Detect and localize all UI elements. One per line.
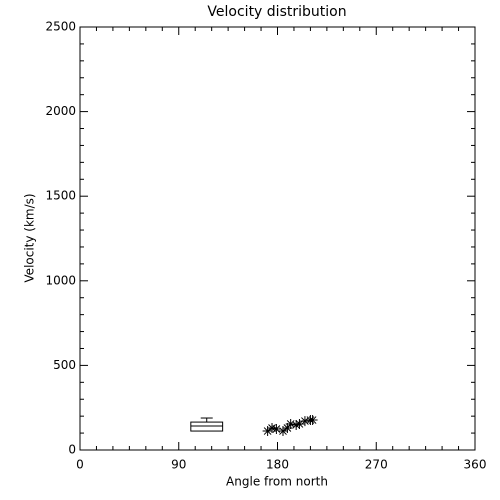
data-point bbox=[294, 418, 305, 429]
x-axis-label: Angle from north bbox=[226, 475, 328, 489]
y-tick-label: 1000 bbox=[45, 273, 76, 287]
plot-frame bbox=[79, 26, 476, 451]
y-tick-label: 1500 bbox=[45, 189, 76, 203]
data-point bbox=[285, 418, 296, 429]
y-tick-label: 2000 bbox=[45, 104, 76, 118]
chart-title: Velocity distribution bbox=[207, 4, 346, 20]
y-axis-label: Velocity (km/s) bbox=[23, 193, 37, 282]
data-point bbox=[271, 424, 282, 435]
data-point bbox=[262, 426, 273, 437]
data-point bbox=[291, 419, 302, 430]
data-point bbox=[307, 415, 318, 426]
x-tick-label: 0 bbox=[76, 458, 84, 472]
x-tick-label: 180 bbox=[266, 458, 289, 472]
y-tick-label: 500 bbox=[53, 358, 76, 372]
x-tick-label: 90 bbox=[171, 458, 186, 472]
data-point bbox=[277, 426, 288, 437]
x-tick-label: 360 bbox=[464, 458, 487, 472]
data-point bbox=[282, 423, 293, 434]
y-tick-label: 2500 bbox=[45, 20, 76, 34]
data-point bbox=[299, 416, 310, 427]
data-point bbox=[267, 423, 278, 434]
box bbox=[190, 421, 224, 432]
y-tick-label: 0 bbox=[68, 443, 76, 457]
x-tick-label: 270 bbox=[365, 458, 388, 472]
